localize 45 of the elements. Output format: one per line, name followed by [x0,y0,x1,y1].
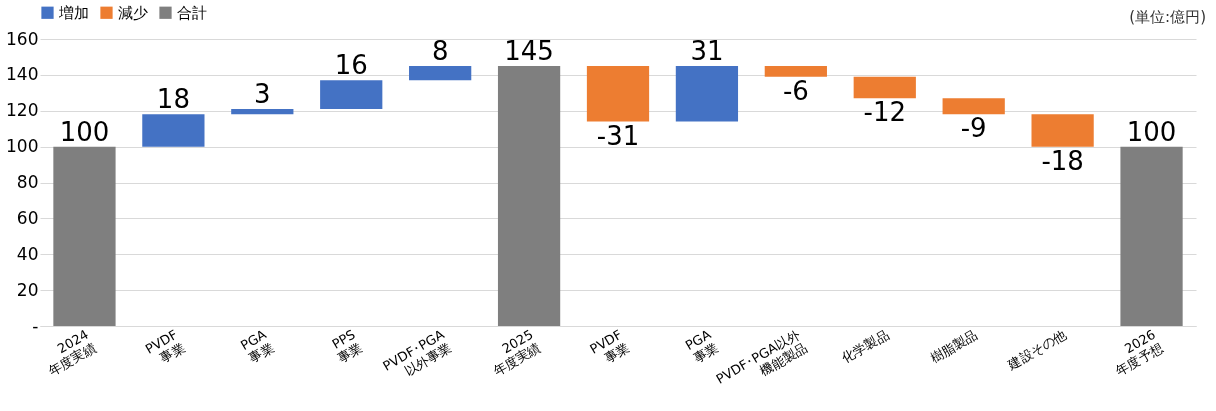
bar [675,65,739,122]
data-label: 145 [504,35,554,66]
data-label: 18 [156,84,190,115]
x-tick-label: 樹脂製品 [927,326,981,366]
legend-label: 合計 [177,3,207,22]
bar [320,80,383,109]
y-tick-label: 20 [16,279,39,300]
y-tick-label: 60 [16,207,39,228]
data-label: 8 [431,35,449,66]
bar [409,65,472,81]
data-label: 31 [690,35,724,66]
data-label: 100 [59,116,110,147]
y-tick-label: 40 [16,243,39,264]
data-label: 16 [334,50,368,81]
bar [1031,114,1094,147]
data-label: -31 [596,120,640,151]
y-tick-label: 120 [6,100,39,121]
data-label: 3 [254,78,271,109]
y-tick-label: 80 [16,172,39,192]
y-tick-label: 100 [6,136,39,157]
bar [942,98,1005,115]
data-label: -12 [863,97,906,128]
x-tick-label: PGA 事業 [682,326,721,366]
y-tick-label: - [32,315,39,336]
data-label: -9 [960,113,987,144]
y-tick-label: 140 [6,64,39,85]
x-tick-label: PGA 事業 [238,326,277,366]
data-label: -18 [1041,145,1084,176]
bar [231,108,294,115]
legend-label: 増加 [58,3,89,22]
x-tick-label: 化学製品 [838,326,892,366]
data-label: 100 [1126,116,1177,147]
bar [142,114,205,147]
x-tick-label: 建設その他 [1004,326,1070,373]
legend-label: 減少 [118,3,148,22]
text: (単位:億円) [1129,8,1206,27]
bar [1120,146,1183,326]
data-label: -6 [782,75,809,106]
bar [853,76,916,99]
bar [764,65,827,77]
y-tick-label: 160 [6,28,39,49]
bar [586,65,650,122]
bar [497,65,561,326]
bar [53,146,116,326]
x-tick-label: PPS 事業 [329,326,366,366]
